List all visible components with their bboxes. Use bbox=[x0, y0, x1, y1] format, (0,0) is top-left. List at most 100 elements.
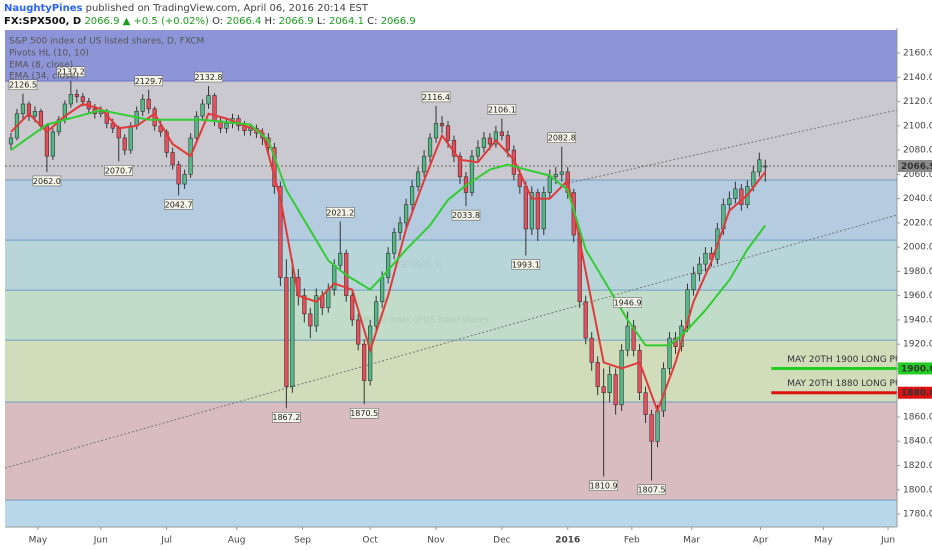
h-label: H: bbox=[265, 16, 276, 27]
candle-body bbox=[541, 192, 546, 230]
candle-body bbox=[697, 263, 702, 275]
c-value: 2066.9 bbox=[381, 16, 416, 27]
y-tick-label: 1940.0 bbox=[903, 315, 932, 325]
plot: 2126.5 2137.2 2062.0 2129.7 2070.7 2042.7 2132… bbox=[5, 66, 908, 495]
x-tick-label: Apr bbox=[753, 536, 769, 546]
y-tick-label: 2140.0 bbox=[903, 73, 932, 83]
y-tick-label: 2040.0 bbox=[903, 194, 932, 204]
candle-body bbox=[140, 98, 145, 112]
h-value: 2066.9 bbox=[279, 16, 314, 27]
pivot-box bbox=[134, 75, 163, 87]
candle-body bbox=[499, 131, 504, 136]
candle-body bbox=[655, 410, 660, 442]
y-tick-label: 1780.0 bbox=[903, 510, 932, 520]
candle-body bbox=[613, 374, 618, 406]
pivot-box bbox=[547, 132, 577, 143]
x-tick-label: Oct bbox=[362, 536, 378, 546]
candle-body bbox=[56, 119, 61, 133]
legend-title: S&P 500 index of US listed shares, D, FX… bbox=[9, 37, 204, 47]
zone bbox=[5, 340, 897, 403]
last: 2066.9 bbox=[84, 16, 119, 27]
y-tick-label: 1860.0 bbox=[903, 412, 932, 422]
price-tag bbox=[898, 159, 932, 172]
candle-body bbox=[32, 110, 38, 117]
pivot-label: 1807.5 bbox=[638, 486, 666, 495]
candle-body bbox=[362, 343, 367, 381]
candle-body bbox=[158, 125, 163, 133]
candle-body bbox=[559, 171, 564, 175]
pivot-box bbox=[451, 209, 481, 221]
candle-body bbox=[128, 125, 133, 151]
pivot-box bbox=[511, 259, 541, 270]
candle-body bbox=[631, 325, 636, 351]
zone bbox=[5, 290, 897, 341]
candle-body bbox=[493, 131, 498, 145]
published: published on TradingView.com, April 06, … bbox=[86, 3, 369, 14]
candle-body bbox=[290, 277, 295, 387]
pivot-label: 2137.2 bbox=[57, 68, 85, 77]
pivot-label: 2106.1 bbox=[488, 105, 516, 114]
candle-body bbox=[308, 313, 313, 327]
x-tick-label: 2016 bbox=[555, 536, 580, 546]
candle-body bbox=[224, 123, 229, 129]
candle-body bbox=[98, 110, 103, 115]
x-tick-label: Aug bbox=[228, 536, 246, 546]
y-tick-label: 1980.0 bbox=[903, 267, 932, 277]
pivot-label: 2033.8 bbox=[452, 211, 480, 220]
candle-body bbox=[685, 289, 690, 327]
pivot-box bbox=[349, 407, 379, 419]
candle-body bbox=[284, 277, 289, 387]
candle-body bbox=[278, 186, 283, 278]
pivot-box bbox=[56, 66, 86, 77]
x-tick-label: Jun bbox=[880, 536, 895, 546]
candle-body bbox=[649, 414, 654, 442]
candle-body bbox=[739, 188, 744, 205]
pivot-label: 1867.2 bbox=[272, 413, 300, 422]
candle-body bbox=[80, 96, 85, 102]
x-tick-label: Dec bbox=[493, 536, 510, 546]
candle-body bbox=[505, 135, 510, 151]
author[interactable]: NaughtyPines bbox=[4, 3, 82, 14]
candle-body bbox=[409, 186, 415, 205]
candle-body bbox=[733, 188, 738, 199]
y-tick-label: 2020.0 bbox=[903, 218, 932, 228]
pivot-label: 1870.5 bbox=[350, 409, 378, 418]
candle-body bbox=[374, 301, 379, 327]
y-tick-label: 2160.0 bbox=[903, 49, 932, 59]
candle-body bbox=[194, 115, 199, 139]
x-tick-label: Sep bbox=[294, 536, 311, 546]
pivot-label: 2082.8 bbox=[548, 134, 576, 143]
candle-body bbox=[392, 232, 397, 254]
candle-body bbox=[68, 93, 73, 105]
candle-body bbox=[703, 252, 708, 265]
candle-body bbox=[110, 123, 115, 129]
pivot-box bbox=[421, 91, 451, 103]
candle-body bbox=[421, 155, 427, 173]
candle-body bbox=[595, 362, 600, 387]
candle-body bbox=[691, 273, 696, 290]
candle-body bbox=[529, 192, 534, 230]
o-label: O: bbox=[212, 16, 223, 27]
pivot-label: 2021.2 bbox=[326, 208, 354, 217]
candle-body bbox=[445, 125, 451, 141]
c-label: C: bbox=[367, 16, 377, 27]
pivot-label: 2116.4 bbox=[422, 93, 450, 102]
y-tick-label: 1800.0 bbox=[903, 485, 932, 495]
zone bbox=[5, 402, 897, 501]
watermark-symbol: SPX500, D bbox=[398, 259, 443, 269]
symbol-line: FX:SPX500, D 2066.9 ▲ +0.5 (+0.02%) O: 2… bbox=[4, 16, 416, 27]
y-tick-label: 2000.0 bbox=[903, 243, 932, 253]
change: ▲ +0.5 (+0.02%) bbox=[123, 16, 209, 27]
candle-body bbox=[200, 103, 205, 117]
pivot-box bbox=[487, 104, 517, 115]
pivot-label: 2132.8 bbox=[195, 73, 223, 82]
candle-body bbox=[380, 277, 385, 303]
candle-body bbox=[757, 159, 762, 173]
candle-body bbox=[643, 392, 648, 415]
price-tag bbox=[898, 362, 932, 375]
price-tag bbox=[898, 386, 932, 399]
y-tick-label: 2100.0 bbox=[903, 121, 932, 131]
x-tick-label: May bbox=[814, 536, 833, 546]
x-tick-label: Mar bbox=[683, 536, 700, 546]
candle-body bbox=[481, 137, 487, 148]
